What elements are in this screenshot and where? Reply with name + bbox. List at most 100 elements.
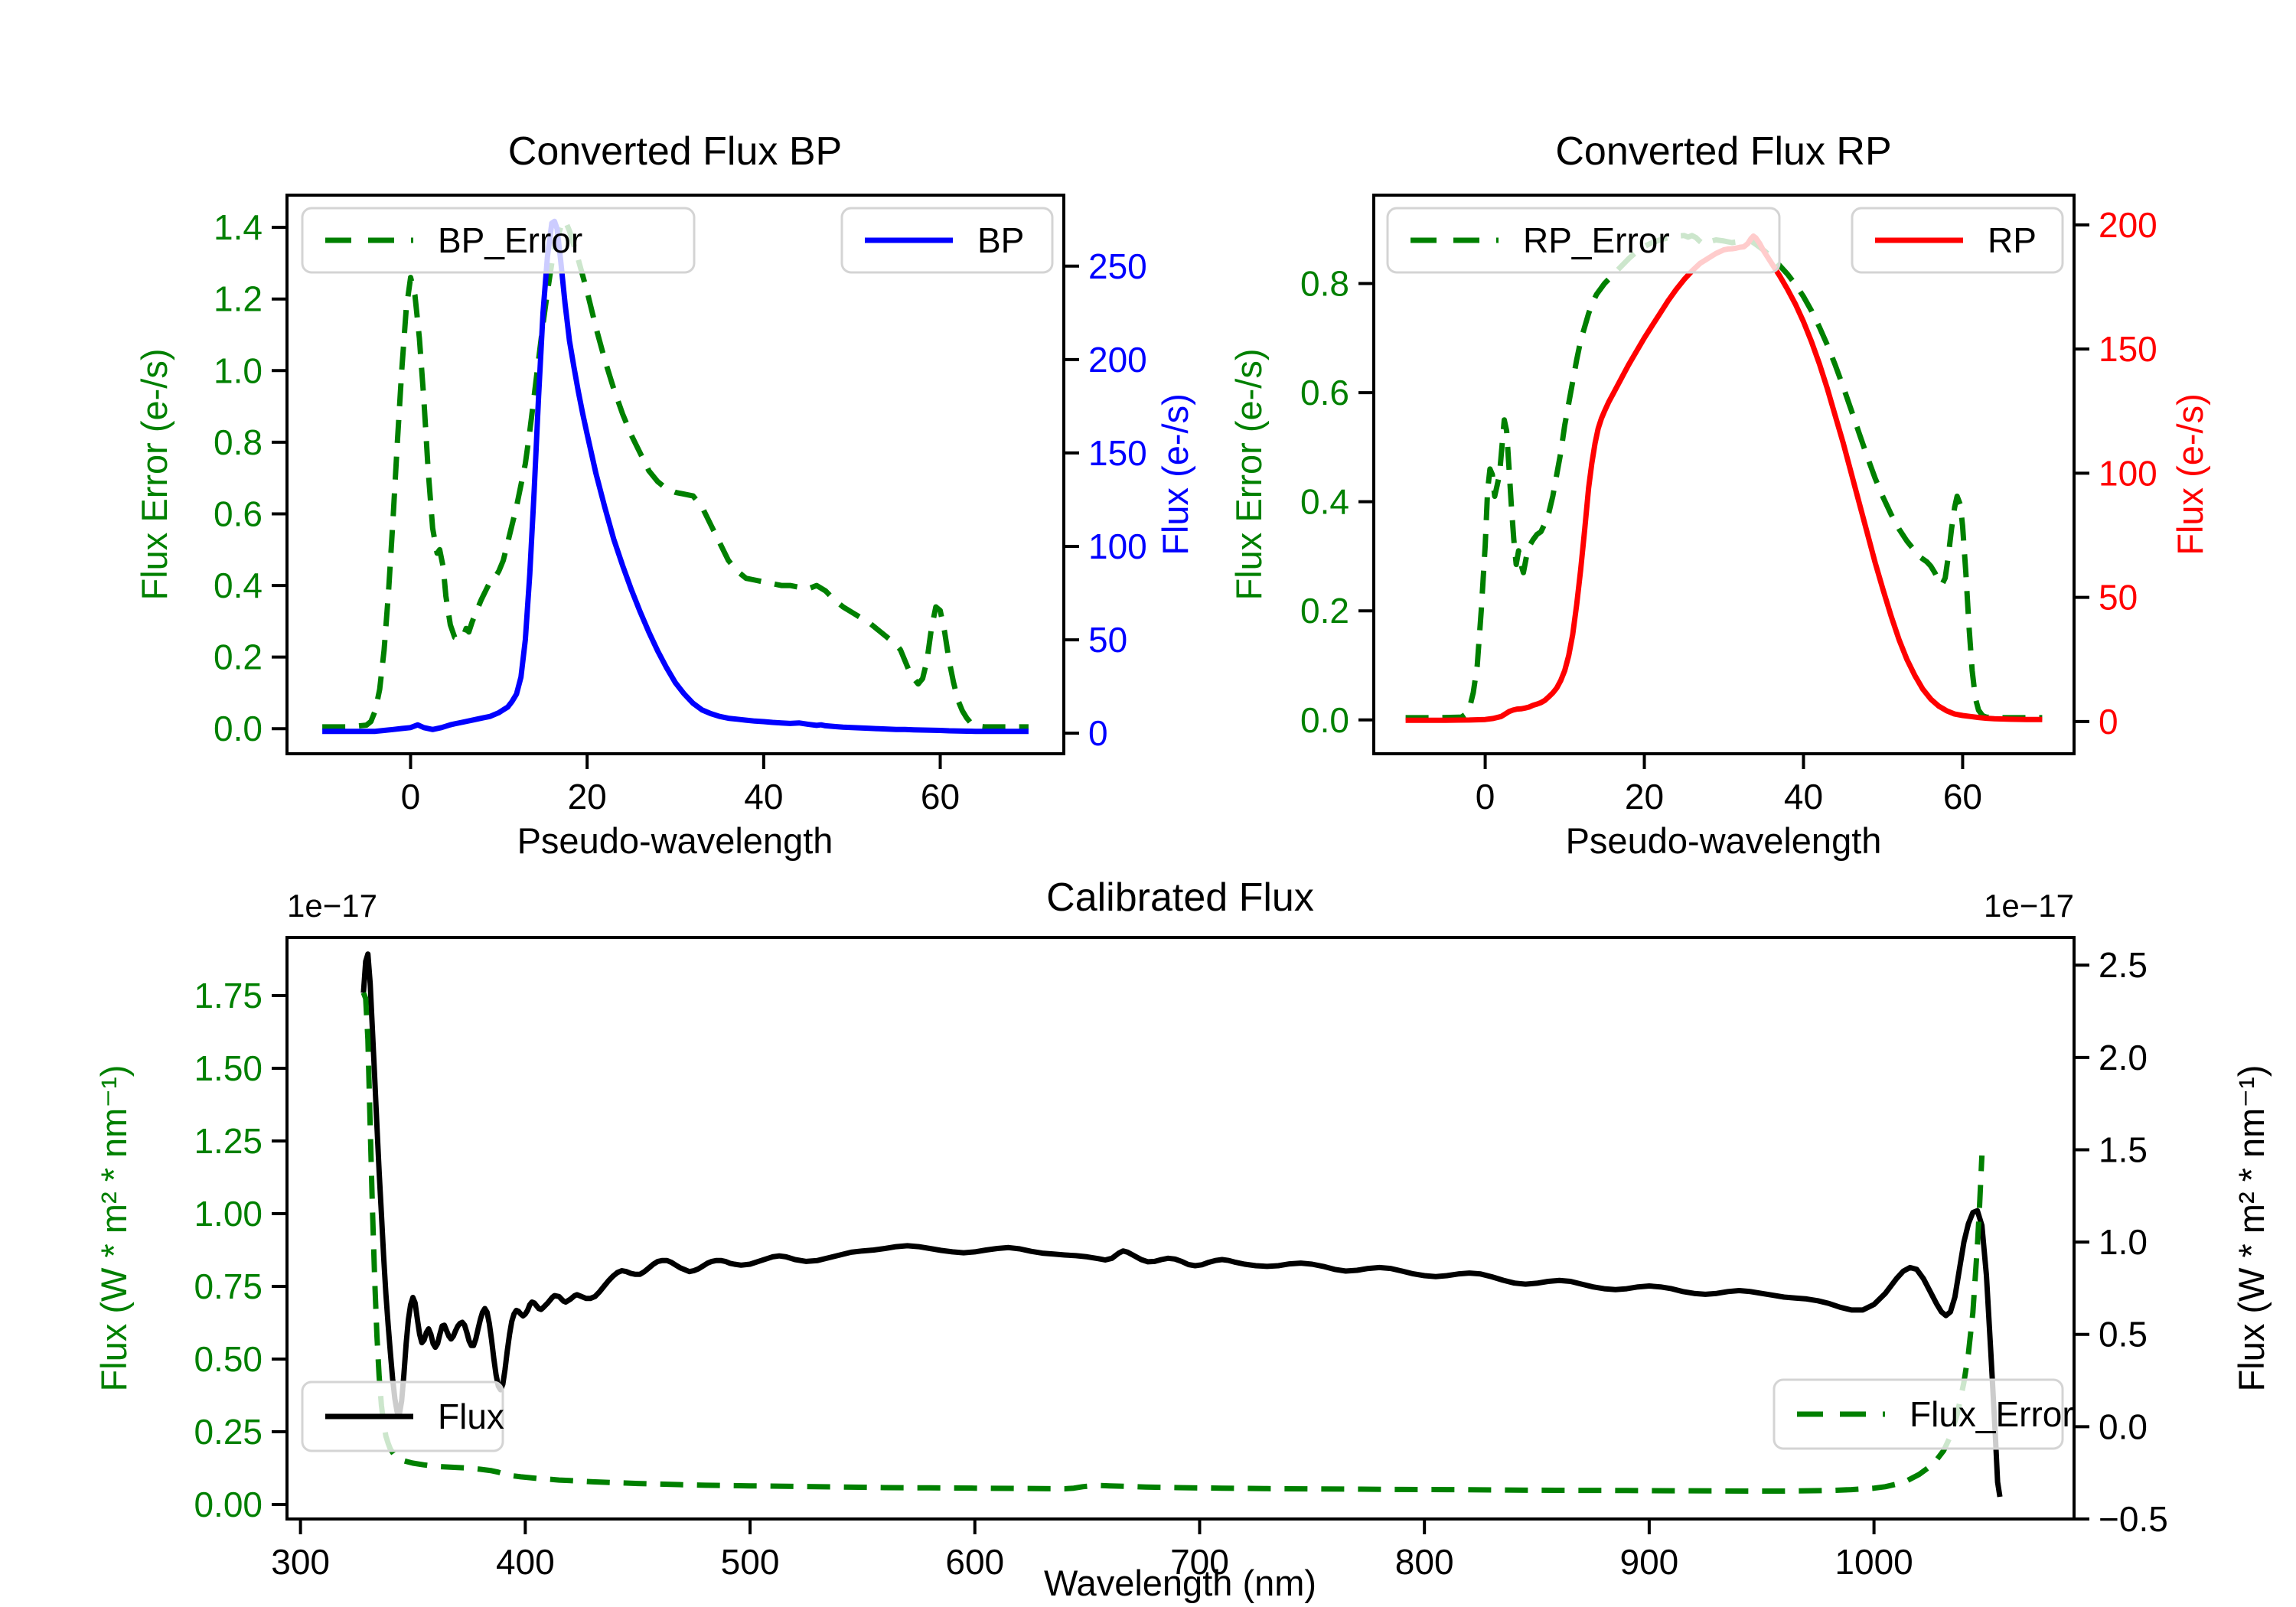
rp-axes: 0 20 40 60 0.0 0.2 0.4 0.6 0.8 0 50 100 150 200 — [1300, 205, 2157, 817]
cal-y-right-tick-label: 1.5 — [2099, 1129, 2148, 1169]
rp-y-right-tick-label: 100 — [2099, 453, 2157, 493]
bp-y-right-tick-label: 50 — [1088, 620, 1127, 660]
cal-y-right-tick-label: 1.0 — [2099, 1222, 2148, 1262]
rp-error-legend-label: RP_Error — [1523, 220, 1670, 260]
bp-y-right-tick-label: 100 — [1088, 526, 1147, 566]
cal-yaxis-left-label: Flux (W * m² * nm⁻¹) — [93, 1065, 134, 1392]
bp-y-right-tick-label: 150 — [1088, 433, 1147, 473]
cal-yaxis-right-label: Flux (W * m² * nm⁻¹) — [2231, 1065, 2272, 1392]
cal-y-right-tick-label: 2.0 — [2099, 1038, 2148, 1077]
cal-y-left-tick-label: 1.25 — [194, 1121, 263, 1161]
cal-xaxis-label: Wavelength (nm) — [1044, 1563, 1316, 1603]
flux-legend: Flux — [301, 1380, 504, 1452]
bp-error-legend: BP_Error — [301, 207, 696, 274]
bp-y-left-tick-label: 0.0 — [214, 709, 263, 748]
cal-left-offset-text: 1e−17 — [287, 888, 377, 924]
bp-y-left-tick-label: 0.8 — [214, 422, 263, 462]
bp-axes: 0 20 40 60 0.0 0.2 0.4 0.6 0.8 1.0 1.2 1.4 0 50 100 150… — [214, 207, 1147, 817]
rp-rp-error-curve — [1405, 233, 2043, 721]
bp-x-tick-label: 60 — [921, 777, 960, 817]
bp-legend: BP — [840, 207, 1054, 274]
bp-yaxis-left-label: Flux Error (e-/s) — [134, 349, 174, 601]
rp-legend: RP — [1851, 207, 2064, 274]
bp-subplot: Converted Flux BP 0 20 40 60 0.0 0.2 0.4 0.6 0.8… — [134, 129, 1195, 861]
bp-error-legend-label: BP_Error — [438, 220, 582, 260]
bp-legend-label: BP — [977, 220, 1024, 260]
bp-y-left-tick-label: 1.0 — [214, 350, 263, 390]
bp-bp-error-curve — [322, 217, 1029, 730]
rp-y-left-tick-label: 0.4 — [1300, 482, 1349, 522]
rp-x-tick-label: 0 — [1476, 777, 1495, 817]
rp-y-right-tick-label: 200 — [2099, 205, 2157, 245]
flux-error-legend: Flux_Error — [1773, 1378, 2074, 1450]
cal-x-tick-label: 600 — [945, 1542, 1004, 1582]
cal-x-tick-label: 800 — [1395, 1542, 1454, 1582]
rp-error-legend: RP_Error — [1386, 207, 1781, 274]
cal-y-left-tick-label: 1.75 — [194, 976, 263, 1015]
bp-y-left-tick-label: 1.4 — [214, 207, 263, 247]
rp-plot-frame — [1372, 194, 2076, 755]
rp-y-left-tick-label: 0.2 — [1300, 591, 1349, 631]
rp-rp-curve — [1405, 233, 2043, 723]
bp-bp-curve — [322, 218, 1029, 735]
cal-y-right-tick-label: −0.5 — [2099, 1499, 2168, 1539]
bp-y-left-tick-label: 0.6 — [214, 494, 263, 533]
bp-xaxis-label: Pseudo-wavelength — [517, 820, 833, 861]
rp-error-legend-box — [1386, 207, 1781, 274]
bp-x-tick-label: 40 — [744, 777, 783, 817]
rp-yaxis-left-label: Flux Error (e-/s) — [1228, 349, 1269, 601]
flux-error-legend-box — [1773, 1378, 2064, 1450]
cal-x-tick-label: 1000 — [1835, 1542, 1913, 1582]
cal-y-left-tick-label: 1.00 — [194, 1194, 263, 1234]
bp-y-right-tick-label: 250 — [1088, 246, 1147, 286]
bp-y-left-tick-label: 0.4 — [214, 566, 263, 605]
rp-x-tick-label: 40 — [1784, 777, 1823, 817]
cal-x-tick-label: 700 — [1170, 1542, 1229, 1582]
cal-y-right-tick-label: 0.0 — [2099, 1407, 2148, 1446]
rp-y-left-tick-label: 0.8 — [1300, 263, 1349, 303]
bp-y-right-tick-label: 0 — [1088, 713, 1108, 753]
cal-plot-frame — [285, 936, 2076, 1521]
cal-y-right-tick-label: 2.5 — [2099, 945, 2148, 985]
cal-axes: 300 400 500 600 700 800 900 1000 0.00 0.25 0.50 0.7… — [194, 945, 2167, 1582]
calibrated-subplot: Calibrated Flux 1e−17 1e−17 300 400 500 600… — [93, 875, 2272, 1603]
cal-y-left-tick-label: 0.25 — [194, 1412, 263, 1452]
flux-legend-label: Flux — [438, 1397, 504, 1436]
cal-y-left-tick-label: 0.75 — [194, 1266, 263, 1306]
cal-x-tick-label: 500 — [721, 1542, 780, 1582]
rp-title: Converted Flux RP — [1555, 129, 1891, 174]
rp-y-right-tick-label: 0 — [2099, 702, 2118, 742]
cal-right-offset-text: 1e−17 — [1984, 888, 2074, 924]
rp-x-tick-label: 60 — [1943, 777, 1982, 817]
rp-y-right-tick-label: 50 — [2099, 578, 2138, 618]
calibrated-title: Calibrated Flux — [1046, 875, 1314, 920]
rp-y-left-tick-label: 0.0 — [1300, 700, 1349, 740]
rp-x-tick-label: 20 — [1625, 777, 1664, 817]
rp-xaxis-label: Pseudo-wavelength — [1566, 820, 1882, 861]
rp-y-left-tick-label: 0.6 — [1300, 373, 1349, 412]
cal-y-left-tick-label: 0.00 — [194, 1485, 263, 1524]
cal-y-left-tick-label: 1.50 — [194, 1048, 263, 1088]
bp-y-left-tick-label: 1.2 — [214, 279, 263, 319]
rp-subplot: Converted Flux RP 0 20 40 60 0.0 0.2 0.4 0.6 0.8… — [1228, 129, 2210, 861]
bp-x-tick-label: 20 — [568, 777, 607, 817]
cal-y-left-tick-label: 0.50 — [194, 1339, 263, 1379]
rp-legend-label: RP — [1988, 220, 2037, 260]
bp-y-right-tick-label: 200 — [1088, 340, 1147, 380]
bp-plot-frame — [285, 194, 1065, 755]
cal-x-tick-label: 300 — [271, 1542, 330, 1582]
cal-flux-error-curve — [360, 991, 1985, 1494]
flux-error-legend-label: Flux_Error — [1910, 1394, 2074, 1434]
cal-curves — [360, 951, 2003, 1498]
bp-x-tick-label: 0 — [401, 777, 421, 817]
cal-y-right-tick-label: 0.5 — [2099, 1315, 2148, 1354]
bp-curves — [322, 217, 1029, 735]
bp-y-left-tick-label: 0.2 — [214, 637, 263, 677]
cal-x-tick-label: 900 — [1620, 1542, 1679, 1582]
cal-x-tick-label: 400 — [496, 1542, 555, 1582]
cal-flux-curve — [360, 951, 2003, 1498]
rp-curves — [1405, 233, 2043, 723]
bp-yaxis-right-label: Flux (e-/s) — [1155, 393, 1195, 556]
